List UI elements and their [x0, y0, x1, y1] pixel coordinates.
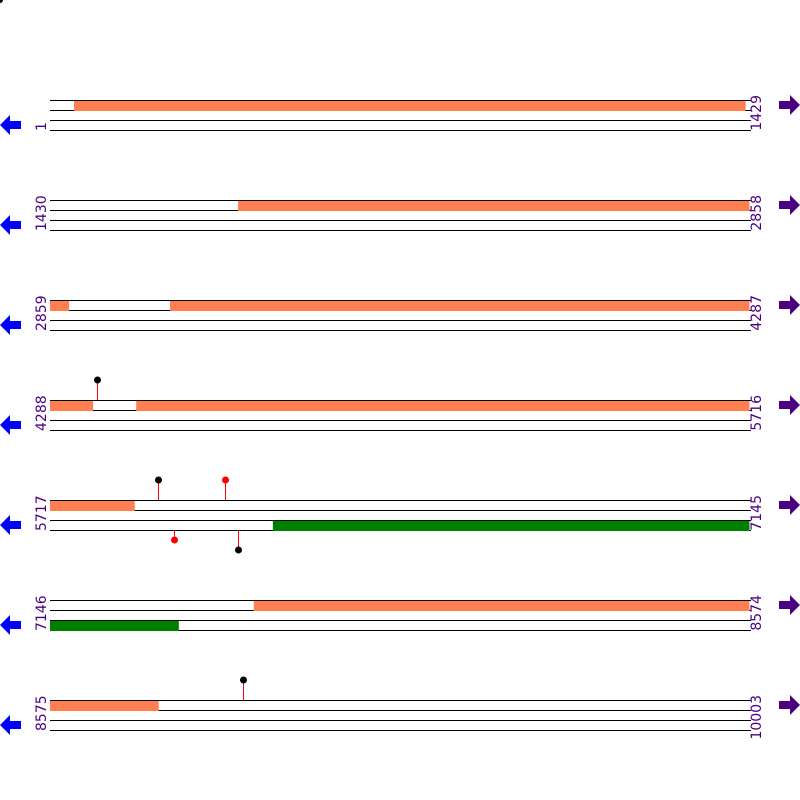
arrow-left-icon[interactable]: [0, 115, 21, 135]
row-start-label: 4288: [34, 395, 50, 431]
arrow-right-icon[interactable]: [779, 495, 800, 515]
row-end-label: 4287: [749, 295, 765, 331]
row-end-label: 1429: [749, 95, 765, 131]
forward-feature[interactable]: [50, 501, 135, 511]
arrow-left-icon[interactable]: [0, 215, 21, 235]
row-start-label: 2859: [34, 295, 50, 331]
row-end-label: 7145: [749, 495, 765, 531]
row-start-label: 1: [34, 122, 50, 131]
arrow-left-icon[interactable]: [0, 615, 21, 635]
arrow-right-icon[interactable]: [779, 395, 800, 415]
row-end-label: 5716: [749, 395, 765, 431]
corner-dot: [0, 0, 3, 3]
row-end-label: 10003: [749, 695, 765, 740]
forward-feature[interactable]: [50, 301, 70, 311]
forward-feature[interactable]: [136, 401, 750, 411]
site-marker[interactable]: [94, 376, 101, 384]
reverse-feature[interactable]: [272, 521, 750, 531]
reverse-feature[interactable]: [50, 621, 179, 631]
site-marker[interactable]: [240, 676, 247, 684]
row-start-label: 8575: [34, 695, 50, 731]
arrow-right-icon[interactable]: [779, 295, 800, 315]
arrow-left-icon[interactable]: [0, 415, 21, 435]
row-start-label: 7146: [34, 595, 50, 631]
row-end-label: 2858: [749, 195, 765, 231]
forward-feature[interactable]: [74, 101, 746, 111]
forward-feature[interactable]: [253, 601, 750, 611]
row-start-label: 1430: [34, 195, 50, 231]
arrow-left-icon[interactable]: [0, 515, 21, 535]
arrow-left-icon[interactable]: [0, 715, 21, 735]
arrow-right-icon[interactable]: [779, 695, 800, 715]
forward-feature[interactable]: [238, 201, 750, 211]
arrow-right-icon[interactable]: [779, 195, 800, 215]
row-start-label: 5717: [34, 495, 50, 531]
site-marker[interactable]: [222, 476, 229, 484]
forward-feature[interactable]: [50, 701, 159, 711]
arrow-right-icon[interactable]: [779, 595, 800, 615]
site-marker[interactable]: [155, 476, 162, 484]
forward-feature[interactable]: [170, 301, 750, 311]
row-end-label: 8574: [749, 595, 765, 631]
arrow-left-icon[interactable]: [0, 315, 21, 335]
arrow-right-icon[interactable]: [779, 95, 800, 115]
site-marker[interactable]: [235, 546, 242, 554]
site-marker[interactable]: [171, 536, 178, 544]
forward-feature[interactable]: [50, 401, 94, 411]
